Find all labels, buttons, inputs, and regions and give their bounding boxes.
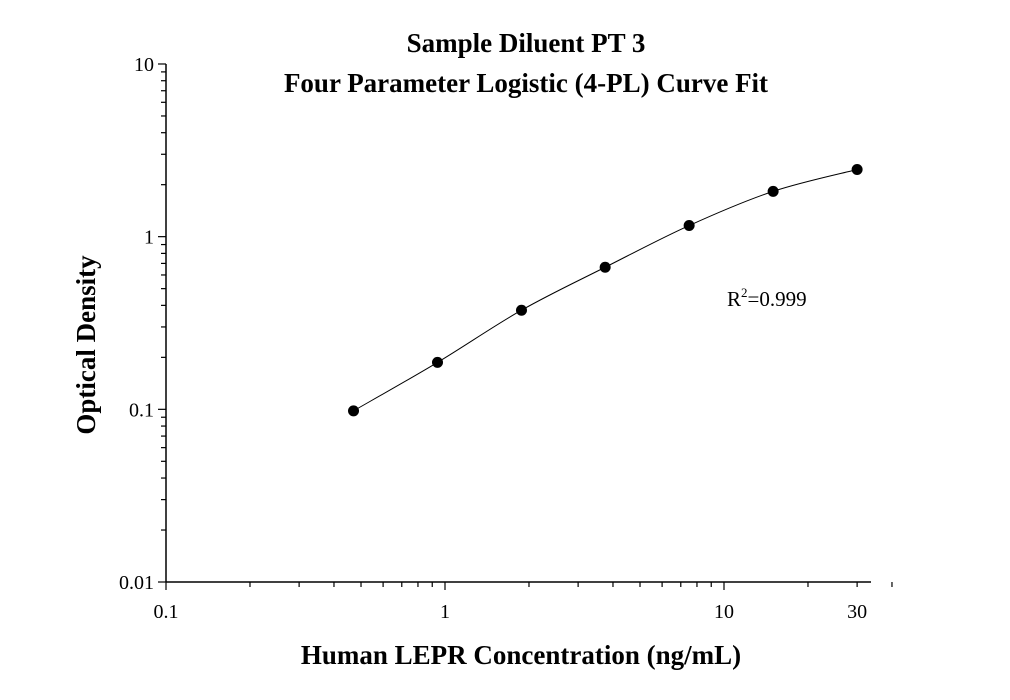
data-point <box>599 261 611 273</box>
y-tick-label: 1 <box>144 227 154 249</box>
chart-title: Sample Diluent PT 3 <box>407 28 646 58</box>
y-ticks: 0.01 0.1 1 10 <box>119 54 166 594</box>
y-tick-label: 0.1 <box>129 399 154 421</box>
y-tick-label: 10 <box>134 54 154 76</box>
x-tick-label: 10 <box>714 601 734 623</box>
r-squared-base: R <box>727 287 741 311</box>
data-point <box>348 405 360 417</box>
y-tick-label: 0.01 <box>119 572 154 594</box>
axes <box>165 64 871 583</box>
x-axis-title: Human LEPR Concentration (ng/mL) <box>301 640 741 670</box>
y-axis-title: Optical Density <box>71 255 101 435</box>
data-point <box>683 220 695 232</box>
data-point <box>767 185 779 197</box>
r-squared-superscript: 2 <box>741 285 748 300</box>
r-squared-value: =0.999 <box>748 287 807 311</box>
x-tick-label: 0.1 <box>154 601 179 623</box>
data-point <box>432 356 444 368</box>
x-tick-label: 30 <box>847 601 867 623</box>
x-tick-label: 1 <box>440 601 450 623</box>
data-points <box>348 163 863 417</box>
data-point <box>851 163 863 175</box>
x-ticks: 0.1 1 10 30 <box>154 582 893 623</box>
chart-subtitle: Four Parameter Logistic (4-PL) Curve Fit <box>284 68 768 98</box>
data-point <box>515 304 527 316</box>
r-squared-annotation: R2=0.999 <box>727 285 807 311</box>
